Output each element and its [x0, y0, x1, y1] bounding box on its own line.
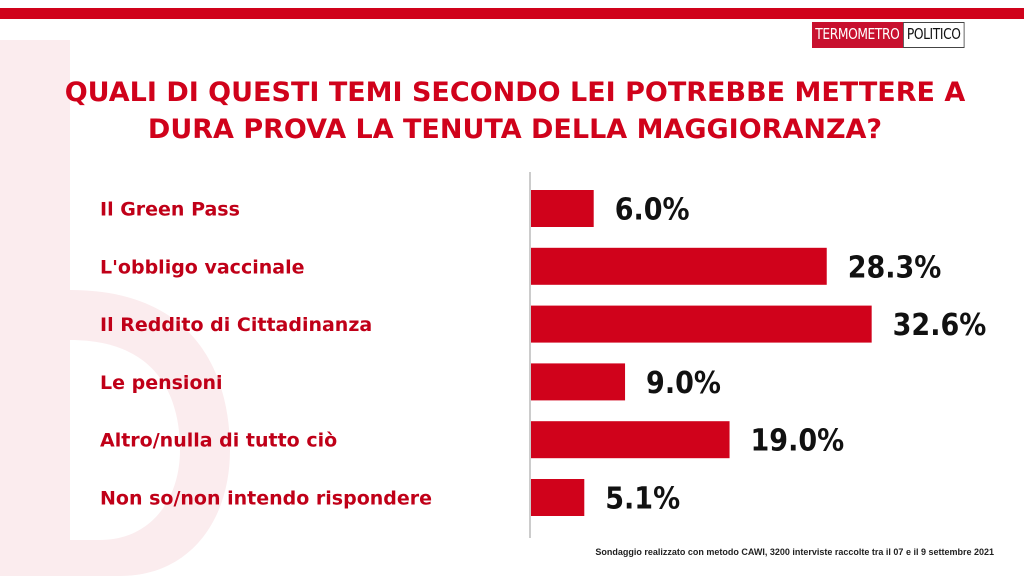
data-label: 6.0%	[615, 192, 690, 227]
logo-part-1: TERMOMETRO	[812, 22, 903, 48]
data-label: 5.1%	[605, 481, 680, 516]
bar	[531, 421, 730, 459]
bar	[531, 479, 585, 516]
data-label: 32.6%	[893, 308, 987, 343]
category-label: Il Green Pass	[100, 199, 240, 221]
background-watermark	[0, 40, 230, 576]
chart-title: QUALI DI QUESTI TEMI SECONDO LEI POTREBB…	[64, 77, 966, 145]
top-accent-bar	[0, 8, 1024, 19]
category-label: Le pensioni	[100, 372, 223, 394]
data-label: 28.3%	[848, 250, 942, 285]
bar	[531, 363, 626, 401]
footnote: Sondaggio realizzato con metodo CAWI, 32…	[595, 547, 994, 557]
bar	[531, 247, 827, 285]
logo-part-2: POLITICO	[902, 22, 965, 48]
bar	[531, 305, 872, 343]
category-label: Non so/non intendo rispondere	[100, 488, 432, 510]
bar	[531, 190, 594, 227]
termometro-politico-logo: TERMOMETRO POLITICO	[812, 22, 965, 48]
category-label: Il Reddito di Cittadinanza	[100, 314, 372, 336]
data-label: 19.0%	[751, 423, 845, 458]
category-label: Altro/nulla di tutto ciò	[100, 430, 337, 452]
category-label: L'obbligo vaccinale	[100, 256, 304, 278]
data-label: 9.0%	[646, 366, 721, 401]
